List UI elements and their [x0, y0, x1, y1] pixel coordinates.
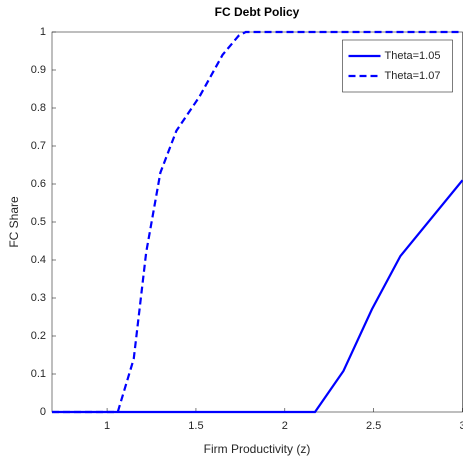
x-tick-label: 2.5 [366, 420, 381, 432]
legend-box [342, 39, 453, 93]
x-tick-label: 1.5 [188, 420, 203, 432]
y-tick-label: 0 [40, 406, 46, 418]
chart-title: FC Debt Policy [215, 5, 300, 19]
x-axis-label: Firm Productivity (z) [204, 442, 311, 456]
legend-label: Theta=1.07 [385, 70, 441, 82]
y-tick-label: 0.4 [31, 254, 46, 266]
y-tick-label: 0.5 [31, 216, 46, 228]
y-tick-label: 0.2 [31, 330, 46, 342]
y-tick-label: 0.1 [31, 368, 46, 380]
y-axis-label: FC Share [7, 196, 21, 248]
legend: Theta=1.05 Theta=1.07 [342, 39, 453, 93]
y-tick-label: 0.3 [31, 292, 46, 304]
x-tick-label: 2 [282, 420, 288, 432]
y-tick-label: 1 [40, 26, 46, 38]
y-tick-label: 0.9 [31, 64, 46, 76]
data-line [52, 30, 463, 414]
y-tick-label: 0.7 [31, 140, 46, 152]
y-tick-label: 0.8 [31, 102, 46, 114]
x-tick-label: 1 [104, 420, 110, 432]
legend-label: Theta=1.05 [385, 50, 441, 62]
y-tick-label: 0.6 [31, 178, 46, 190]
x-tick-label: 3 [459, 420, 463, 432]
data-line [52, 179, 463, 414]
